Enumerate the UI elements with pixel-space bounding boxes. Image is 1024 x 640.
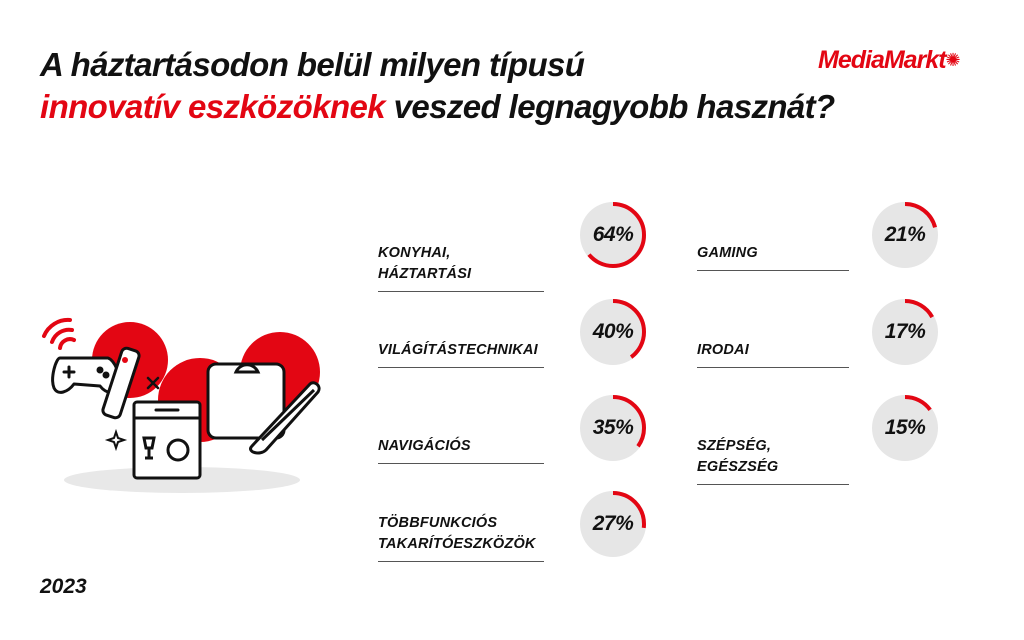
gauge-arc — [580, 299, 646, 365]
hair-straightener-icon — [249, 381, 321, 455]
gauge-background — [872, 202, 938, 268]
percent-label: 17% — [884, 320, 926, 343]
gauge-background — [580, 299, 646, 365]
category-label: IRODAI — [697, 340, 849, 368]
gauge-background — [872, 299, 938, 365]
gauge-navig-ci-s: 35% — [578, 393, 648, 463]
gauge-t-bbfunkci-s-takar-t-eszk-z-k: 27% — [578, 489, 648, 559]
sparkle-star-icon — [104, 428, 128, 452]
percent-label: 35% — [592, 416, 634, 439]
percent-label: 64% — [592, 223, 634, 246]
gauge-svg — [872, 299, 938, 365]
logo-star-icon: ✺ — [945, 50, 961, 70]
logo-text: MediaMarkt — [818, 46, 947, 74]
gauge-arc — [872, 395, 938, 461]
gauge-arc — [872, 299, 938, 365]
percent-label: 21% — [884, 223, 926, 246]
gamepad-icon — [51, 356, 122, 395]
illustration — [42, 317, 321, 493]
gauge-svg — [872, 202, 938, 268]
category-label-line: TAKARÍTÓESZKÖZÖK — [378, 536, 536, 552]
gauge-background — [580, 395, 646, 461]
gauge-konyhai-h-ztart-si: 64% — [578, 200, 648, 270]
year-label: 2023 — [40, 575, 87, 598]
gauge-arc — [580, 202, 646, 268]
category-label: KONYHAI, HÁZTARTÁSI — [378, 243, 544, 292]
title-line-1: A háztartásodon belül milyen típusú — [40, 46, 585, 83]
wifi-icon — [42, 317, 76, 350]
scale-icon — [206, 362, 286, 440]
gauge-arc — [580, 491, 646, 557]
gauge-arc — [580, 395, 646, 461]
category-label: GAMING — [697, 243, 849, 271]
gauge-background — [580, 202, 646, 268]
category-label: SZÉPSÉG, EGÉSZSÉG — [697, 436, 849, 485]
brand-logo: MediaMarkt✺ — [818, 46, 961, 75]
category-label-line: TÖBBFUNKCIÓS — [378, 515, 498, 531]
gauge-svg — [580, 299, 646, 365]
title-highlight: innovatív eszközöknek — [40, 88, 386, 125]
gauge-vil-g-t-stechnikai: 40% — [578, 297, 648, 367]
percent-label: 40% — [592, 320, 634, 343]
category-label: VILÁGÍTÁSTECHNIKAI — [378, 340, 544, 368]
category-label: NAVIGÁCIÓS — [378, 436, 544, 464]
category-label: TÖBBFUNKCIÓS TAKARÍTÓESZKÖZÖK — [378, 513, 544, 562]
shadow-shape — [64, 467, 300, 493]
dishwasher-icon — [132, 400, 202, 480]
gauge-gaming: 21% — [870, 200, 940, 270]
gauge-svg — [580, 491, 646, 557]
gauge-background — [580, 491, 646, 557]
gauge-arc — [872, 202, 938, 268]
title-line-2: veszed legnagyobb hasznát? — [385, 88, 836, 125]
sparkle-x-icon — [146, 376, 160, 390]
remote-icon — [101, 346, 141, 420]
percent-label: 27% — [592, 512, 634, 535]
percent-label: 15% — [884, 416, 926, 439]
gauge-svg — [872, 395, 938, 461]
gauge-svg — [580, 202, 646, 268]
gauge-sz-ps-g-eg-szs-g: 15% — [870, 393, 940, 463]
gauge-irodai: 17% — [870, 297, 940, 367]
gauge-svg — [580, 395, 646, 461]
page-title: A háztartásodon belül milyen típusú innov… — [40, 44, 835, 128]
gauge-background — [872, 395, 938, 461]
